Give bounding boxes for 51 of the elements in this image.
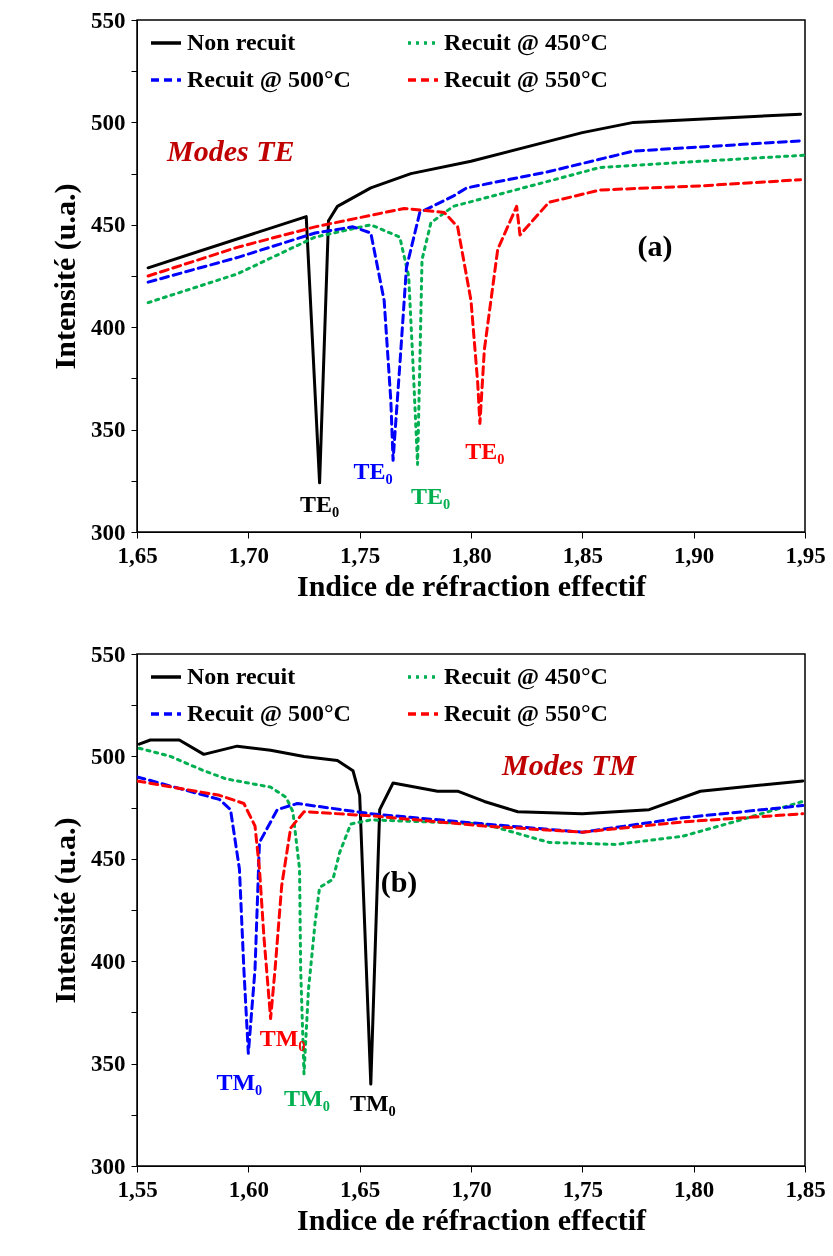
x-tick-label: 1,80 xyxy=(451,542,492,568)
y-tick-label: 400 xyxy=(91,314,126,340)
annotation: TM₀ xyxy=(216,1069,263,1096)
y-tick-label: 450 xyxy=(91,846,126,872)
annotation: TE₀ xyxy=(465,438,505,465)
y-axis-title: Intensité (u.a.) xyxy=(48,183,82,370)
legend-label: Recuit @ 500°C xyxy=(187,66,351,93)
legend-label: Non recuit xyxy=(187,663,296,689)
x-tick-label: 1,55 xyxy=(117,1176,158,1202)
x-tick-label: 1,85 xyxy=(785,1176,826,1202)
x-axis-title: Indice de réfraction effectif xyxy=(296,1202,648,1236)
y-tick-label: 350 xyxy=(91,1051,126,1077)
annotation: Modes TE xyxy=(166,134,295,167)
x-tick-label: 1,90 xyxy=(674,542,715,568)
x-axis-title: Indice de réfraction effectif xyxy=(296,568,648,602)
y-tick-label: 400 xyxy=(91,948,126,974)
annotation: TM₀ xyxy=(349,1090,396,1117)
x-tick-label: 1,85 xyxy=(562,542,603,568)
x-tick-label: 1,75 xyxy=(340,542,381,568)
y-tick-label: 550 xyxy=(91,641,126,667)
legend-label: Recuit @ 450°C xyxy=(444,29,608,56)
y-tick-label: 550 xyxy=(91,7,126,33)
legend-label: Non recuit xyxy=(187,29,296,55)
line-series xyxy=(146,178,803,425)
legend-label: Recuit @ 450°C xyxy=(444,663,608,690)
annotation: TE₀ xyxy=(353,458,393,485)
annotation: TE₀ xyxy=(410,483,451,510)
annotation: Modes TM xyxy=(501,748,638,781)
annotation: TM₀ xyxy=(284,1084,330,1111)
x-tick-label: 1,65 xyxy=(117,542,158,568)
y-tick-label: 450 xyxy=(91,212,126,238)
y-tick-label: 350 xyxy=(91,417,126,443)
x-tick-label: 1,60 xyxy=(228,1176,269,1202)
legend-label: Recuit @ 550°C xyxy=(444,66,608,93)
annotation: TE₀ xyxy=(299,490,340,517)
y-tick-label: 500 xyxy=(91,109,126,135)
annotation: (b) xyxy=(380,865,418,899)
x-tick-label: 1,65 xyxy=(340,1176,381,1202)
annotation: TM₀ xyxy=(259,1024,306,1051)
x-tick-label: 1,75 xyxy=(562,1176,603,1202)
x-tick-label: 1,80 xyxy=(674,1176,715,1202)
x-tick-label: 1,95 xyxy=(785,542,826,568)
y-tick-label: 300 xyxy=(91,519,126,545)
y-axis-title: Intensité (u.a.) xyxy=(48,817,82,1004)
x-tick-label: 1,70 xyxy=(451,1176,492,1202)
x-tick-label: 1,70 xyxy=(228,542,269,568)
annotation: (a) xyxy=(637,229,673,263)
legend-label: Recuit @ 550°C xyxy=(444,700,608,727)
y-tick-label: 500 xyxy=(91,743,126,769)
legend-label: Recuit @ 500°C xyxy=(187,700,351,727)
y-tick-label: 300 xyxy=(91,1153,126,1179)
